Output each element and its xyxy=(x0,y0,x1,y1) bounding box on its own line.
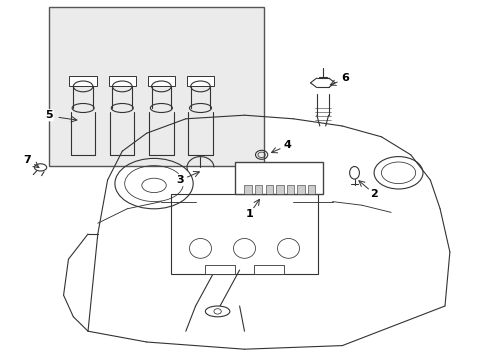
Text: 7: 7 xyxy=(23,155,31,165)
Bar xyxy=(171,194,317,274)
Text: 1: 1 xyxy=(245,209,253,219)
Bar xyxy=(69,76,97,86)
Bar xyxy=(49,7,264,166)
Text: 6: 6 xyxy=(340,73,348,84)
Bar xyxy=(234,162,322,194)
Bar xyxy=(244,185,251,194)
Bar xyxy=(255,185,262,194)
Text: 2: 2 xyxy=(369,189,377,199)
Bar xyxy=(265,185,272,194)
Bar xyxy=(186,76,214,86)
Bar xyxy=(205,265,234,274)
Bar xyxy=(147,76,175,86)
Bar xyxy=(108,76,136,86)
Bar xyxy=(307,185,315,194)
Bar xyxy=(254,265,283,274)
Bar xyxy=(286,185,294,194)
Text: 3: 3 xyxy=(176,175,183,185)
Text: 4: 4 xyxy=(283,140,291,150)
Text: 5: 5 xyxy=(45,110,53,120)
Bar xyxy=(276,185,283,194)
Bar xyxy=(297,185,304,194)
